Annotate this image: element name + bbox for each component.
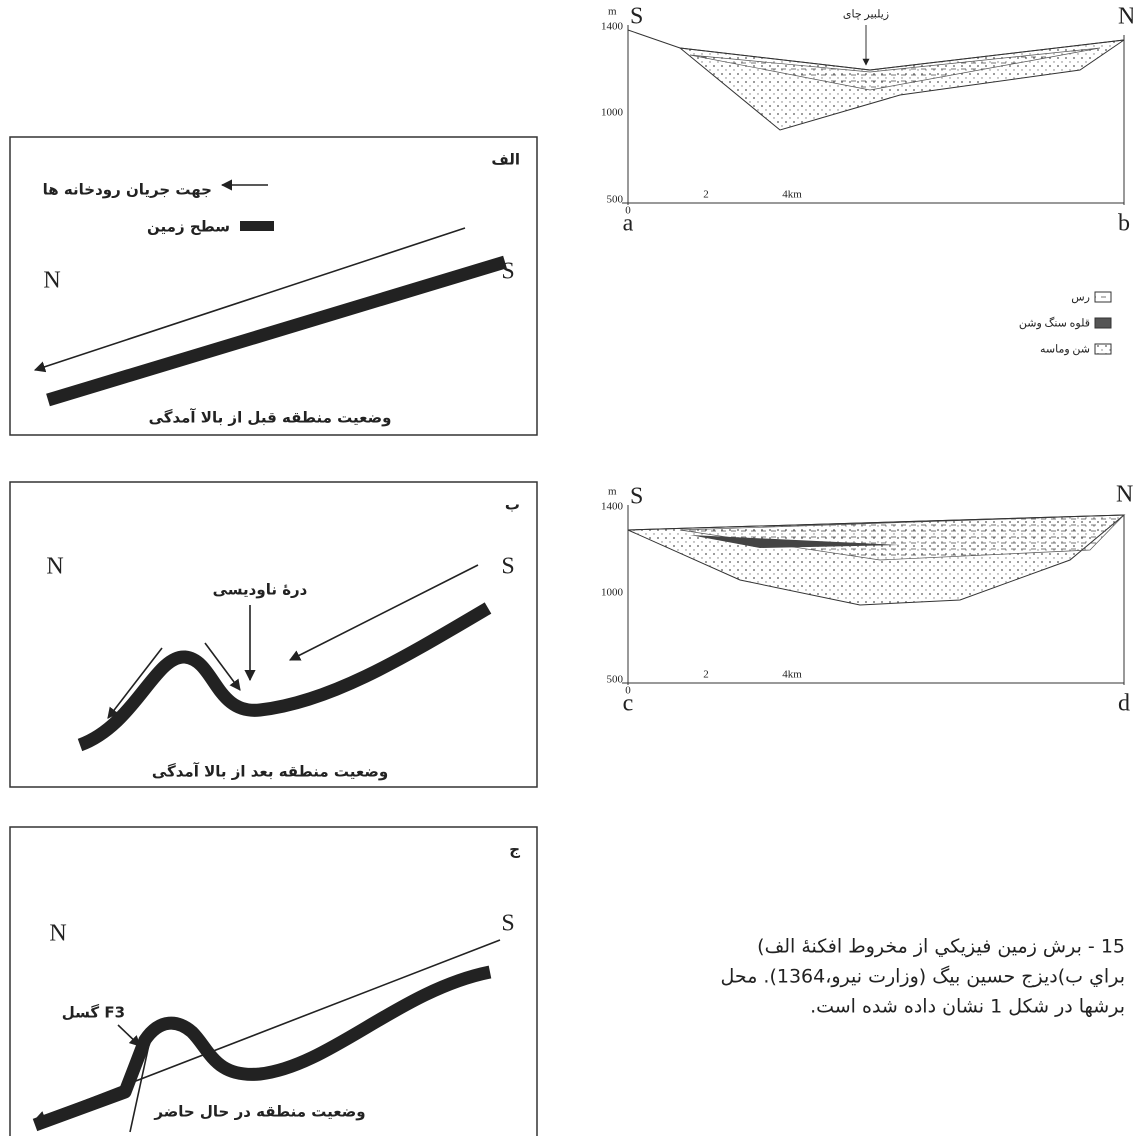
x-label: 2 xyxy=(703,189,709,201)
annotation-arrow xyxy=(118,1025,140,1046)
direction-label: S xyxy=(501,911,514,937)
flow-arrow xyxy=(35,940,500,1120)
panel-label: الف xyxy=(491,151,520,169)
y-label: 500 xyxy=(607,674,624,686)
panel-a: الف جهت جریان رودخانه ها سطح زمین N S وض… xyxy=(10,137,537,435)
annotation: درهٔ ناودیسی xyxy=(213,581,308,599)
legend-text: قلوه سنگ وشن xyxy=(1019,317,1090,330)
direction-label: N xyxy=(46,554,63,580)
panel-caption: وضعیت منطقه قبل از بالا آمدگی xyxy=(149,409,392,427)
legend-text: جهت جریان رودخانه ها xyxy=(43,181,212,199)
direction-label: N xyxy=(43,268,60,294)
ground-surface xyxy=(80,608,488,745)
unit: m xyxy=(608,486,617,498)
annotation: گسل F3 xyxy=(62,1004,125,1022)
x-label: 4km xyxy=(782,669,802,681)
panel-caption: وضعیت منطقه در حال حاضر xyxy=(153,1103,365,1121)
end-label: d xyxy=(1118,691,1130,717)
legend-text: شن وماسه xyxy=(1040,344,1090,356)
legend-text: رس xyxy=(1071,292,1090,304)
y-label: 1400 xyxy=(601,501,624,513)
end-label: a xyxy=(623,211,634,237)
caption-line: براي ب)دیزج حسین بیگ (وزارت نیرو،1364). … xyxy=(721,966,1125,988)
legend: رس قلوه سنگ وشن شن وماسه xyxy=(1019,292,1111,356)
legend-swatch xyxy=(240,221,274,231)
panel-caption: وضعیت منطقه بعد از بالا آمدگی xyxy=(152,763,388,781)
panel-c: ج N S گسل F3 وضعیت منطقه در حال حاضر xyxy=(10,827,537,1136)
panel-label: ج xyxy=(509,841,520,859)
end-label: N xyxy=(1116,482,1133,508)
end-label: S xyxy=(630,484,643,510)
end-label: b xyxy=(1118,211,1130,237)
unit: m xyxy=(608,6,617,18)
cross-section: زیلبیر چای m 1400 1000 500 S N 0 2 4km a… xyxy=(601,4,1133,237)
ground-surface xyxy=(48,262,505,400)
end-label: S xyxy=(630,4,643,30)
flow-arrow xyxy=(290,565,478,660)
figure: الف جهت جریان رودخانه ها سطح زمین N S وض… xyxy=(0,0,1133,1136)
x-label: 4km xyxy=(782,189,802,201)
legend-swatch xyxy=(1095,344,1111,354)
x-label: 2 xyxy=(703,669,709,681)
end-label: c xyxy=(623,691,634,717)
y-label: 1000 xyxy=(601,587,624,599)
direction-label: S xyxy=(501,554,514,580)
direction-label: N xyxy=(49,921,66,947)
figure-caption: 15 - برش زمین فیزیکي از مخروط افکنهٔ الف… xyxy=(721,936,1125,1018)
cross-section: m 1400 1000 500 S N 0 2 4km c d xyxy=(601,482,1133,717)
y-label: 1000 xyxy=(601,107,624,119)
annotation: زیلبیر چای xyxy=(843,9,889,21)
legend-swatch xyxy=(1095,292,1111,302)
panel-b: ب N S درهٔ ناودیسی وضعیت منطقه بعد از با… xyxy=(10,482,537,787)
legend-text: سطح زمین xyxy=(147,218,230,236)
y-label: 1400 xyxy=(601,21,624,33)
caption-line: برشها در شکل 1 نشان داده شده است. xyxy=(810,996,1125,1018)
panel-label: ب xyxy=(505,496,520,514)
caption-line: 15 - برش زمین فیزیکي از مخروط افکنهٔ الف… xyxy=(757,936,1125,958)
y-label: 500 xyxy=(607,194,624,206)
end-label: N xyxy=(1118,4,1133,30)
legend-swatch xyxy=(1095,318,1111,328)
